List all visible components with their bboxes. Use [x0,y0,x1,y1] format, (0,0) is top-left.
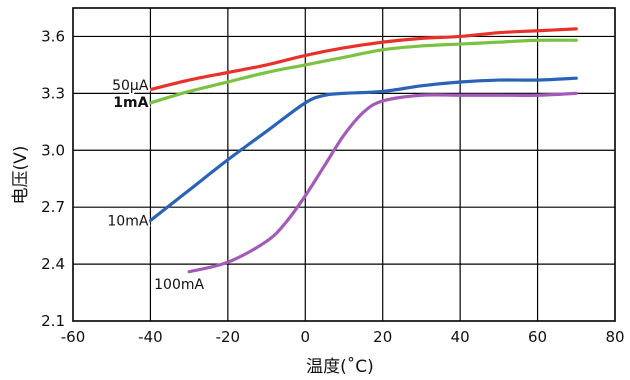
x-tick-label: -40 [138,328,163,346]
x-tick-label: 40 [451,328,470,346]
x-tick-label: 0 [301,328,311,346]
series-label: 50µA [112,78,149,94]
series-line-1ma [148,38,578,105]
series-label: 10mA [107,213,148,229]
series-label: 1mA [113,95,148,111]
x-tick-label: 20 [373,328,392,346]
x-tick-label: 60 [528,328,547,346]
y-tick-label: 3.0 [41,141,65,159]
y-tick-label: 2.1 [41,312,65,330]
series-label: 100mA [154,277,204,293]
y-axis-label: 电压(V) [11,146,31,205]
y-tick-label: 2.4 [41,255,65,273]
x-axis-ticks: -60 -40 -20 0 20 40 60 80 [61,328,625,346]
grid [73,8,615,321]
x-tick-label: 80 [605,328,624,346]
y-axis-ticks: 2.1 2.4 2.7 3.0 3.3 3.6 [41,27,65,330]
series-line-10ma [148,76,578,223]
series-lines [148,27,578,274]
plot-frame [72,7,616,322]
y-tick-label: 2.7 [41,198,65,216]
y-tick-label: 3.3 [41,84,65,102]
series-line-50a [148,27,578,92]
x-tick-label: -20 [216,328,241,346]
x-tick-label: -60 [61,328,86,346]
plot-border [72,7,616,322]
y-tick-label: 3.6 [41,27,65,45]
x-axis-label: 温度(˚C) [306,356,374,377]
series-line-100ma [187,91,578,274]
